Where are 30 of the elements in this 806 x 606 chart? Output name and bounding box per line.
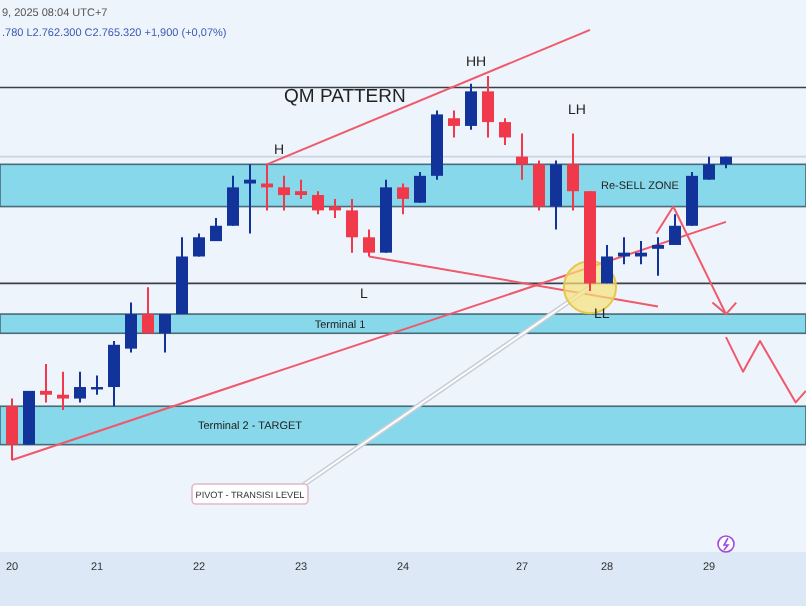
candlestick [567, 132, 579, 212]
candlestick [703, 155, 715, 181]
candlestick [159, 313, 171, 354]
candlestick [40, 363, 52, 404]
candlestick [312, 190, 324, 216]
candlestick [516, 132, 528, 181]
candlestick [295, 178, 307, 200]
candlestick [363, 228, 375, 258]
candlestick [652, 236, 664, 277]
candlestick [74, 370, 86, 404]
candlestick [533, 159, 545, 212]
candlestick [278, 174, 290, 212]
candlestick [465, 82, 477, 131]
candlestick [601, 243, 613, 285]
candlestick [669, 213, 681, 246]
candlestick [499, 117, 511, 147]
candlestick [125, 301, 137, 354]
candlestick [550, 159, 562, 231]
candlestick [6, 397, 18, 461]
candlestick [346, 197, 358, 254]
candlestick [108, 339, 120, 408]
candlestick [397, 182, 409, 216]
candlestick [244, 163, 256, 235]
annotation: QM PATTERN [284, 86, 407, 108]
candlestick [57, 370, 69, 412]
candlestick [482, 75, 494, 139]
candlestick [448, 109, 460, 139]
candlestick [142, 286, 154, 335]
candlestick [414, 171, 426, 204]
candlestick [227, 174, 239, 227]
